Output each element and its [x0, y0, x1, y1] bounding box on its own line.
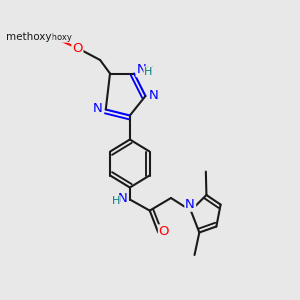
Text: methoxy: methoxy	[0, 299, 1, 300]
Text: methoxy: methoxy	[6, 32, 52, 43]
Text: methyl: methyl	[0, 299, 1, 300]
Text: N: N	[149, 89, 159, 103]
Text: methyl: methyl	[0, 299, 1, 300]
Text: methoxy: methoxy	[0, 299, 1, 300]
Text: methoxy: methoxy	[43, 36, 49, 37]
Text: methyl: methyl	[0, 299, 1, 300]
Text: O: O	[73, 41, 82, 55]
Text: N: N	[92, 102, 102, 115]
Text: methoxy: methoxy	[0, 299, 1, 300]
Text: H: H	[146, 66, 153, 76]
Text: methyl: methyl	[0, 299, 1, 300]
Text: N: N	[93, 103, 103, 116]
Text: N: N	[186, 198, 196, 211]
Text: N: N	[117, 193, 126, 206]
Text: N: N	[185, 197, 195, 211]
Text: N: N	[148, 88, 158, 102]
Text: H: H	[112, 196, 120, 206]
Text: methyl: methyl	[0, 299, 1, 300]
Text: methoxy: methoxy	[0, 299, 1, 300]
Text: H: H	[110, 196, 118, 206]
Text: H: H	[144, 67, 152, 77]
Text: methoxy: methoxy	[35, 33, 72, 42]
Text: O: O	[160, 226, 170, 239]
Text: N: N	[137, 62, 147, 76]
Text: O: O	[159, 225, 169, 238]
Text: O: O	[72, 41, 83, 55]
Text: N: N	[118, 192, 128, 205]
Text: methoxy: methoxy	[0, 299, 1, 300]
Text: N: N	[136, 63, 146, 76]
Text: methoxy: methoxy	[31, 33, 68, 42]
